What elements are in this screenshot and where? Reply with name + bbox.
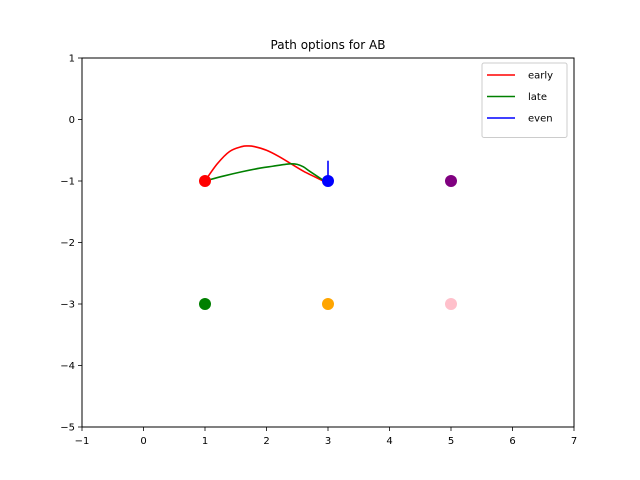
legend-label-late: late — [528, 92, 547, 103]
y-tick-label: −4 — [60, 361, 75, 372]
data-point — [445, 175, 457, 187]
chart-title: Path options for AB — [271, 38, 386, 52]
data-point — [199, 175, 211, 187]
y-tick-label: −1 — [60, 177, 75, 188]
x-tick-label: 5 — [448, 436, 454, 447]
data-point — [199, 298, 211, 310]
data-point — [445, 298, 457, 310]
x-tick-label: 2 — [263, 436, 269, 447]
x-tick-label: 4 — [386, 436, 392, 447]
y-axis: 1 0 −1 −2 −3 −4 −5 — [60, 54, 82, 434]
data-point — [322, 175, 334, 187]
legend-label-even: even — [528, 114, 553, 125]
data-point — [322, 298, 334, 310]
x-tick-label: −1 — [75, 436, 90, 447]
legend-frame — [481, 62, 568, 138]
points-layer — [199, 175, 457, 310]
series-line-early — [204, 145, 329, 185]
x-tick-label: 3 — [325, 436, 331, 447]
series-line-late — [204, 162, 329, 185]
x-tick-label: 7 — [571, 436, 577, 447]
legend-label-early: early — [528, 71, 553, 82]
x-tick-label: 0 — [140, 436, 146, 447]
y-tick-label: −3 — [60, 300, 75, 311]
x-axis: −1 0 1 2 3 4 5 6 7 — [75, 427, 577, 447]
legend: early late even — [481, 62, 568, 138]
x-tick-label: 6 — [509, 436, 515, 447]
y-tick-label: −5 — [60, 423, 75, 434]
x-tick-label: 1 — [202, 436, 208, 447]
y-tick-label: −2 — [60, 238, 75, 249]
y-tick-label: 1 — [69, 54, 75, 65]
y-tick-label: 0 — [69, 115, 75, 126]
